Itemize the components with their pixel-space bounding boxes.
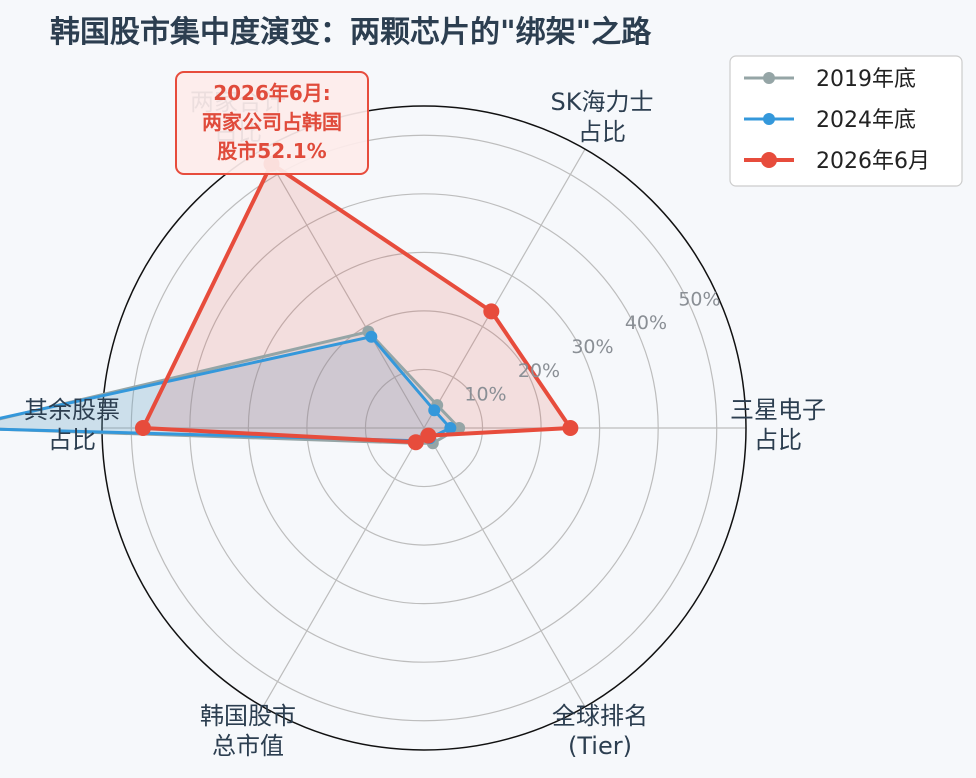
series-2-point-2	[428, 404, 441, 417]
outer-frame	[101, 105, 747, 751]
series-fill-2	[0, 336, 451, 441]
axis-label-6-line-1: 全球排名	[552, 702, 648, 730]
annotation-box	[175, 71, 369, 175]
axis-label-4-line-2: 占比	[48, 426, 96, 454]
spoke-3	[262, 148, 425, 429]
r-tick-label-5: 50%	[678, 288, 720, 310]
axis-label-2-line-2: 占比	[578, 118, 626, 146]
series-3-point-1	[562, 420, 579, 436]
r-tick-label-4: 40%	[625, 312, 667, 334]
legend-label-2[interactable]: 2024年底	[816, 108, 916, 133]
spoke-2	[423, 148, 586, 429]
series-fill-1	[0, 331, 460, 444]
series-3-point-4	[134, 420, 151, 436]
series-3-point-2	[483, 303, 500, 320]
axis-label-4-line-1: 其余股票	[24, 396, 120, 424]
annotation-line-2: 两家公司占韩国	[202, 110, 342, 134]
legend-label-3[interactable]: 2026年6月	[816, 149, 930, 174]
legend-box	[729, 55, 963, 187]
annotation-line-3: 股市52.1%	[217, 139, 326, 163]
legend-marker-2	[763, 113, 775, 125]
axis-label-6-line-2: (Tier)	[568, 732, 632, 760]
series-3-point-5	[407, 434, 424, 451]
legend-label-1[interactable]: 2019年底	[816, 67, 916, 92]
spoke-6	[423, 427, 586, 708]
series-1-point-1	[453, 422, 466, 434]
series-2-point-3	[365, 330, 378, 343]
r-tick-label-1: 10%	[464, 384, 506, 406]
spoke-5	[262, 427, 425, 708]
axis-label-1-line-1: 三星电子	[730, 396, 826, 424]
axis-label-5-line-1: 韩国股市	[200, 702, 296, 730]
series-2-point-1	[444, 422, 457, 434]
legend-marker-1	[763, 72, 775, 84]
axis-label-2-line-1: SK海力士	[551, 88, 654, 116]
series-fill-3	[143, 163, 571, 443]
annotation-line-1: 2026年6月:	[213, 81, 331, 105]
r-tick-label-2: 20%	[518, 360, 560, 382]
legend-marker-3	[761, 152, 777, 168]
axis-label-1-line-2: 占比	[754, 426, 802, 454]
chart-title: 韩国股市集中度演变：两颗芯片的"绑架"之路	[50, 15, 652, 50]
axis-label-5-line-2: 总市值	[212, 732, 284, 760]
legend[interactable]: 2019年底 2024年底 2026年6月	[729, 55, 963, 187]
r-tick-label-3: 30%	[571, 336, 613, 358]
series-3-point-6	[420, 427, 437, 444]
radial-ticks: 10% 20% 30% 40% 50%	[464, 288, 720, 405]
series-layer	[0, 155, 579, 451]
radar-grid	[101, 105, 747, 751]
